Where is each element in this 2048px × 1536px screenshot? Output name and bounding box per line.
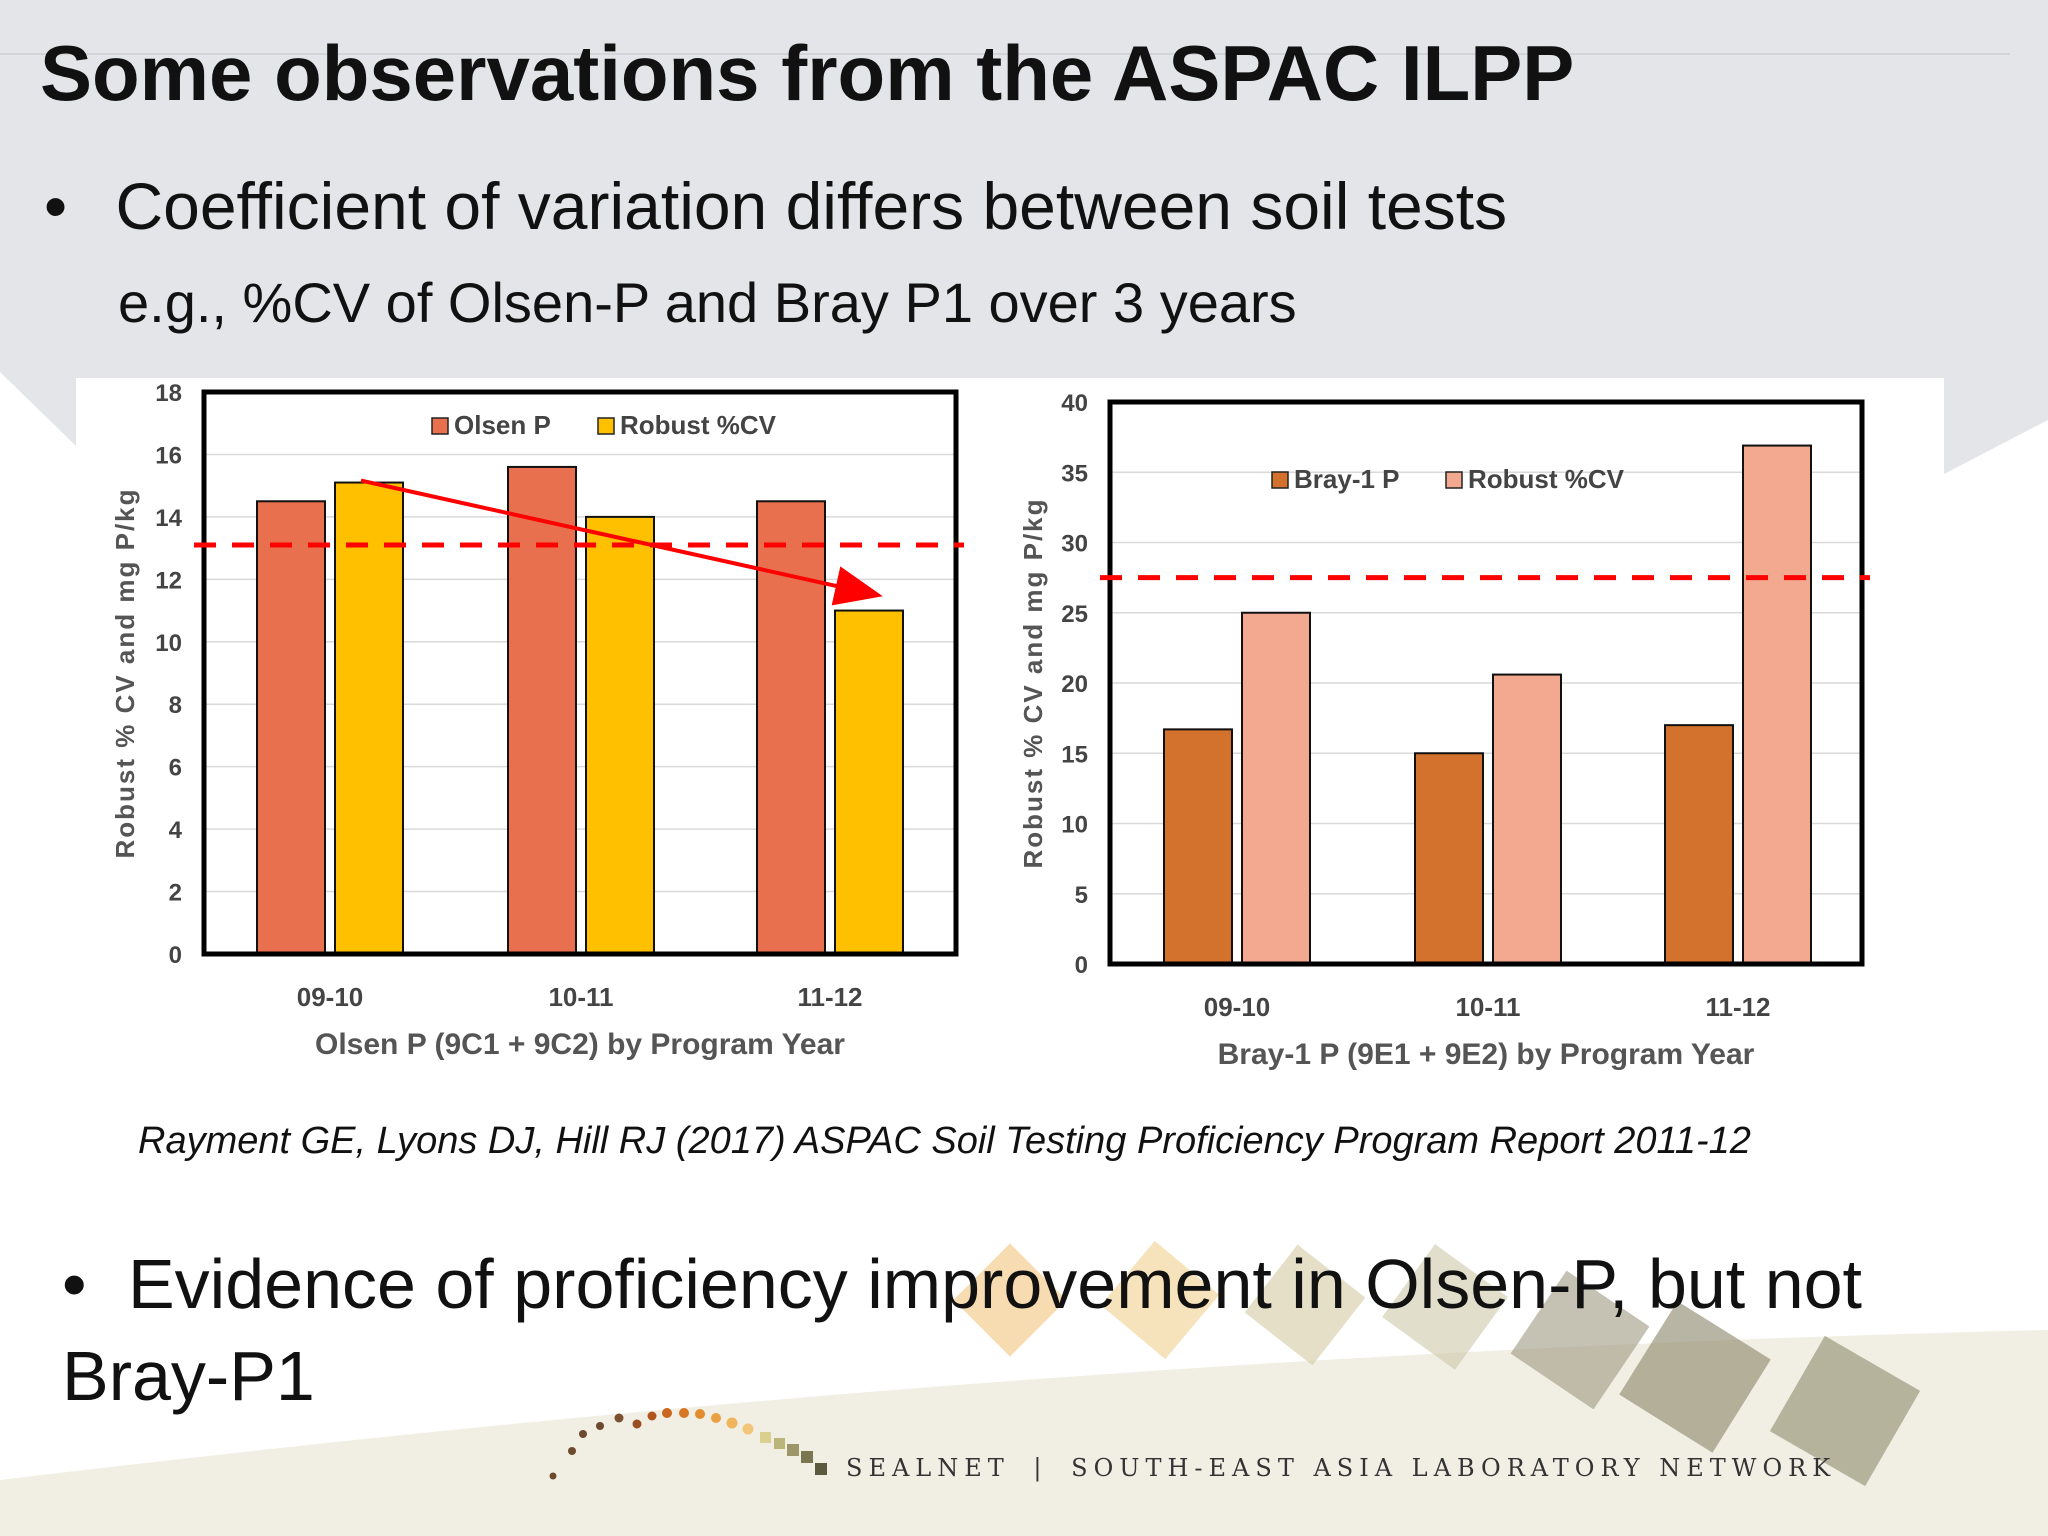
y-tick-label: 0 [1075,952,1088,979]
logo-dot [568,1447,576,1455]
bar-robust-cv-10-11 [1492,673,1562,965]
x-category-label: 09-10 [1204,992,1271,1022]
y-tick-label: 16 [155,442,182,469]
y-tick-label: 10 [1061,812,1088,839]
logo-dot [579,1430,587,1438]
bullet-symbol: • [62,1245,87,1323]
y-tick-label: 35 [1061,460,1088,487]
bar-bray-1-p-11-12 [1664,724,1734,965]
y-tick-label: 8 [169,692,182,719]
y-tick-label: 20 [1061,671,1088,698]
y-tick-label: 10 [155,630,182,657]
y-tick-label: 14 [155,505,182,532]
bar-robust-cv-11-12 [1742,444,1812,966]
logo-square [815,1463,827,1475]
bullet-symbol: • [44,169,68,243]
logo-dot [711,1413,721,1423]
bar-olsen-p-10-11 [507,465,577,956]
bar-robust-cv-10-11 [585,515,655,955]
x-category-label: 10-11 [1455,992,1520,1022]
y-tick-label: 25 [1061,601,1088,628]
slide-title: Some observations from the ASPAC ILPP [40,29,1575,117]
logo-dot [695,1409,705,1419]
logo-square [774,1438,785,1449]
plot-area [204,392,956,954]
logo-square [801,1451,813,1463]
footer-separator: | [1033,1454,1048,1482]
y-tick-label: 6 [169,755,182,782]
diamond-4 [1382,1244,1508,1370]
sealnet-logo-dots [549,1408,827,1480]
y-axis-title: Robust % CV and mg P/kg [1018,497,1048,868]
y-tick-label: 40 [1061,390,1088,417]
y-tick-label: 4 [169,817,183,844]
bullet-subtext: e.g., %CV of Olsen-P and Bray P1 over 3 … [118,271,1297,334]
citation: Rayment GE, Lyons DJ, Hill RJ (2017) ASP… [138,1120,1751,1162]
x-axis-title: Olsen P (9C1 + 9C2) by Program Year [315,1028,845,1061]
legend-label: Olsen P [454,410,551,440]
trend-arrow [360,478,883,606]
y-tick-label: 2 [169,880,182,907]
x-category-label: 09-10 [297,982,364,1012]
diamond-3 [1244,1244,1366,1366]
logo-dot [614,1413,624,1423]
logo-dot [662,1408,672,1418]
logo-dot [596,1422,604,1430]
legend-swatch [1271,471,1289,489]
y-tick-label: 0 [169,942,182,969]
diamond-2 [1100,1240,1220,1360]
y-tick-label: 12 [155,567,182,594]
bar-robust-cv-09-10 [334,481,404,956]
bullet-text: Evidence of proficiency improvement in O… [62,1245,1863,1415]
charts-figure: 0 2 4 6 8 10 12 14 16 18 09-10 10-11 11-12 Olsen P (9… [110,380,1870,1071]
logo-dot [632,1419,642,1429]
legend-swatch [431,417,449,435]
logo-dot [647,1411,657,1421]
x-category-label: 10-11 [548,982,613,1012]
legend-label: Robust %CV [620,410,777,440]
x-category-label: 11-12 [797,982,862,1012]
logo-dot [742,1423,754,1435]
y-tick-label: 18 [155,380,182,407]
y-axis-title: Robust % CV and mg P/kg [110,487,140,858]
diamond-5 [1510,1270,1650,1410]
header-band [0,0,2048,474]
plot-frame [1107,399,1865,967]
bar-olsen-p-09-10 [256,500,326,956]
bar-robust-cv-09-10 [1241,611,1311,965]
bray-p-chart: 0 5 10 15 20 25 30 35 40 09-10 10-11 11-12 Bray-1 P … [1018,390,1870,1071]
legend-swatch [597,417,615,435]
logo-square [787,1444,799,1456]
legend-label: Bray-1 P [1294,464,1400,494]
x-axis-title: Bray-1 P (9E1 + 9E2) by Program Year [1218,1038,1755,1071]
diamond-7 [1769,1335,1921,1487]
footer-brand: SEALNET [846,1454,1010,1482]
logo-dot [549,1472,557,1480]
bullet-text: Coefficient of variation differs between… [115,169,1508,243]
y-tick-label: 30 [1061,531,1088,558]
diamond-6 [1619,1301,1771,1453]
legend-swatch [1445,471,1463,489]
bar-bray-1-p-09-10 [1163,728,1233,965]
footer-tagline: SOUTH-EAST ASIA LABORATORY NETWORK [1071,1454,1837,1482]
plot-frame [201,389,959,957]
logo-dot [679,1408,689,1418]
logo-dot [726,1417,738,1429]
x-category-label: 11-12 [1705,992,1770,1022]
y-tick-label: 5 [1075,882,1088,909]
bar-bray-1-p-10-11 [1414,752,1484,965]
olsen-p-chart: 0 2 4 6 8 10 12 14 16 18 09-10 10-11 11-12 Olsen P (9… [110,380,964,1061]
bullet-item-evidence: • Evidence of proficiency improvement in… [62,1238,2022,1422]
footer-curve [0,1330,2048,1536]
footer-network-name: SEALNET | SOUTH-EAST ASIA LABORATORY NET… [846,1454,1836,1482]
legend-label: Robust %CV [1468,464,1625,494]
y-tick-label: 15 [1061,741,1088,768]
logo-square [760,1432,771,1443]
bar-robust-cv-11-12 [834,609,904,956]
bullet-item-cv: • Coefficient of variation differs betwe… [44,168,1507,244]
